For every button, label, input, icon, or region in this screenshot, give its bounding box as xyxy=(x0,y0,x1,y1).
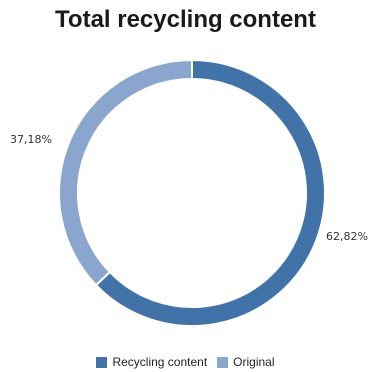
donut-slice-recycling-content[interactable] xyxy=(94,58,326,327)
legend-swatch-original xyxy=(217,356,229,368)
data-label-recycling-content: 62,82% xyxy=(326,230,368,243)
chart-title: Total recycling content xyxy=(55,6,316,33)
legend: Recycling content Original xyxy=(0,355,371,369)
legend-label-original: Original xyxy=(233,355,275,369)
legend-label-recycling-content: Recycling content xyxy=(112,355,208,369)
legend-item-original[interactable]: Original xyxy=(217,355,275,369)
legend-swatch-recycling-content xyxy=(96,356,108,368)
data-label-original: 37,18% xyxy=(10,133,52,146)
legend-item-recycling-content[interactable]: Recycling content xyxy=(96,355,207,369)
donut-slice-original[interactable] xyxy=(58,58,193,287)
